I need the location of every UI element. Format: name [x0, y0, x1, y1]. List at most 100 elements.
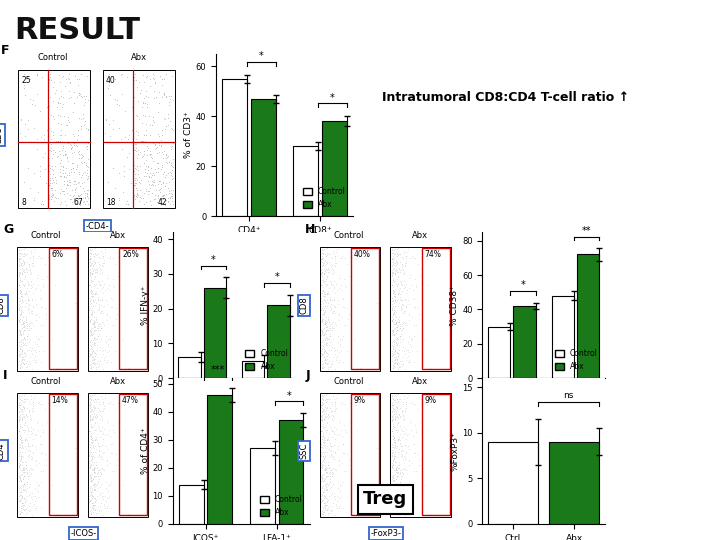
Point — [14, 422, 26, 430]
Point — [19, 486, 30, 495]
Point — [89, 505, 101, 514]
Point — [316, 427, 328, 435]
Point — [387, 255, 399, 264]
Point — [84, 310, 96, 319]
Point — [144, 147, 156, 156]
Point — [153, 132, 164, 140]
Point — [166, 197, 178, 206]
Point — [403, 478, 415, 487]
Point — [315, 316, 327, 325]
Point — [326, 265, 338, 274]
Point — [320, 333, 332, 341]
Point — [54, 150, 66, 158]
Point — [94, 398, 105, 407]
Point — [166, 190, 178, 199]
Point — [16, 323, 27, 332]
Point — [86, 359, 97, 367]
Point — [85, 510, 96, 518]
Point — [141, 151, 153, 160]
Point — [321, 481, 333, 490]
Point — [89, 390, 101, 399]
Point — [396, 465, 408, 474]
Point — [397, 326, 408, 334]
Point — [328, 492, 339, 501]
Point — [407, 286, 418, 294]
Point — [68, 193, 79, 202]
Point — [338, 332, 349, 341]
Point — [33, 492, 45, 501]
Point — [19, 495, 30, 503]
Point — [160, 190, 171, 198]
Point — [63, 157, 74, 165]
Point — [153, 179, 164, 188]
Point — [317, 472, 328, 481]
Point — [387, 462, 398, 470]
Point — [85, 490, 96, 498]
Point — [329, 511, 341, 519]
Point — [27, 252, 39, 261]
Point — [391, 480, 402, 489]
Point — [34, 254, 45, 262]
Point — [84, 303, 96, 312]
Point — [22, 320, 33, 328]
Point — [415, 417, 426, 426]
Point — [316, 507, 328, 516]
Point — [413, 455, 425, 464]
Point — [387, 414, 399, 423]
Point — [107, 420, 118, 429]
Point — [317, 276, 328, 285]
Point — [100, 442, 112, 450]
Point — [77, 198, 89, 207]
Point — [17, 318, 29, 327]
Point — [18, 252, 30, 260]
Point — [392, 472, 403, 481]
Point — [89, 355, 101, 363]
Point — [318, 308, 329, 317]
Point — [317, 431, 328, 440]
Point — [15, 392, 27, 400]
Point — [390, 268, 401, 277]
Point — [76, 154, 87, 163]
Point — [388, 260, 400, 268]
Point — [320, 466, 332, 475]
Point — [88, 486, 99, 495]
Point — [392, 340, 403, 349]
Point — [392, 426, 403, 435]
Point — [90, 326, 102, 334]
Point — [318, 484, 329, 492]
Point — [143, 186, 154, 195]
Point — [388, 249, 400, 258]
Point — [389, 323, 400, 332]
Point — [45, 70, 56, 79]
Point — [153, 164, 164, 172]
Point — [397, 498, 409, 507]
Point — [23, 296, 35, 305]
Point — [320, 264, 331, 273]
Point — [387, 328, 399, 337]
Point — [391, 326, 402, 335]
Point — [153, 185, 165, 194]
Point — [18, 282, 30, 291]
Point — [400, 455, 411, 463]
Point — [25, 248, 37, 257]
Point — [410, 466, 422, 475]
Point — [51, 510, 63, 518]
Point — [316, 356, 328, 365]
Point — [143, 190, 154, 199]
Point — [40, 460, 52, 469]
Point — [150, 159, 162, 167]
Point — [89, 339, 100, 347]
Point — [392, 322, 403, 330]
Point — [328, 248, 339, 257]
Point — [97, 365, 109, 374]
Point — [327, 505, 338, 514]
Point — [391, 465, 402, 474]
Point — [317, 474, 328, 483]
Point — [348, 335, 360, 343]
Point — [87, 443, 99, 451]
Point — [14, 261, 25, 270]
Point — [71, 160, 83, 169]
Point — [400, 346, 411, 354]
Point — [127, 102, 139, 110]
Point — [89, 448, 101, 456]
